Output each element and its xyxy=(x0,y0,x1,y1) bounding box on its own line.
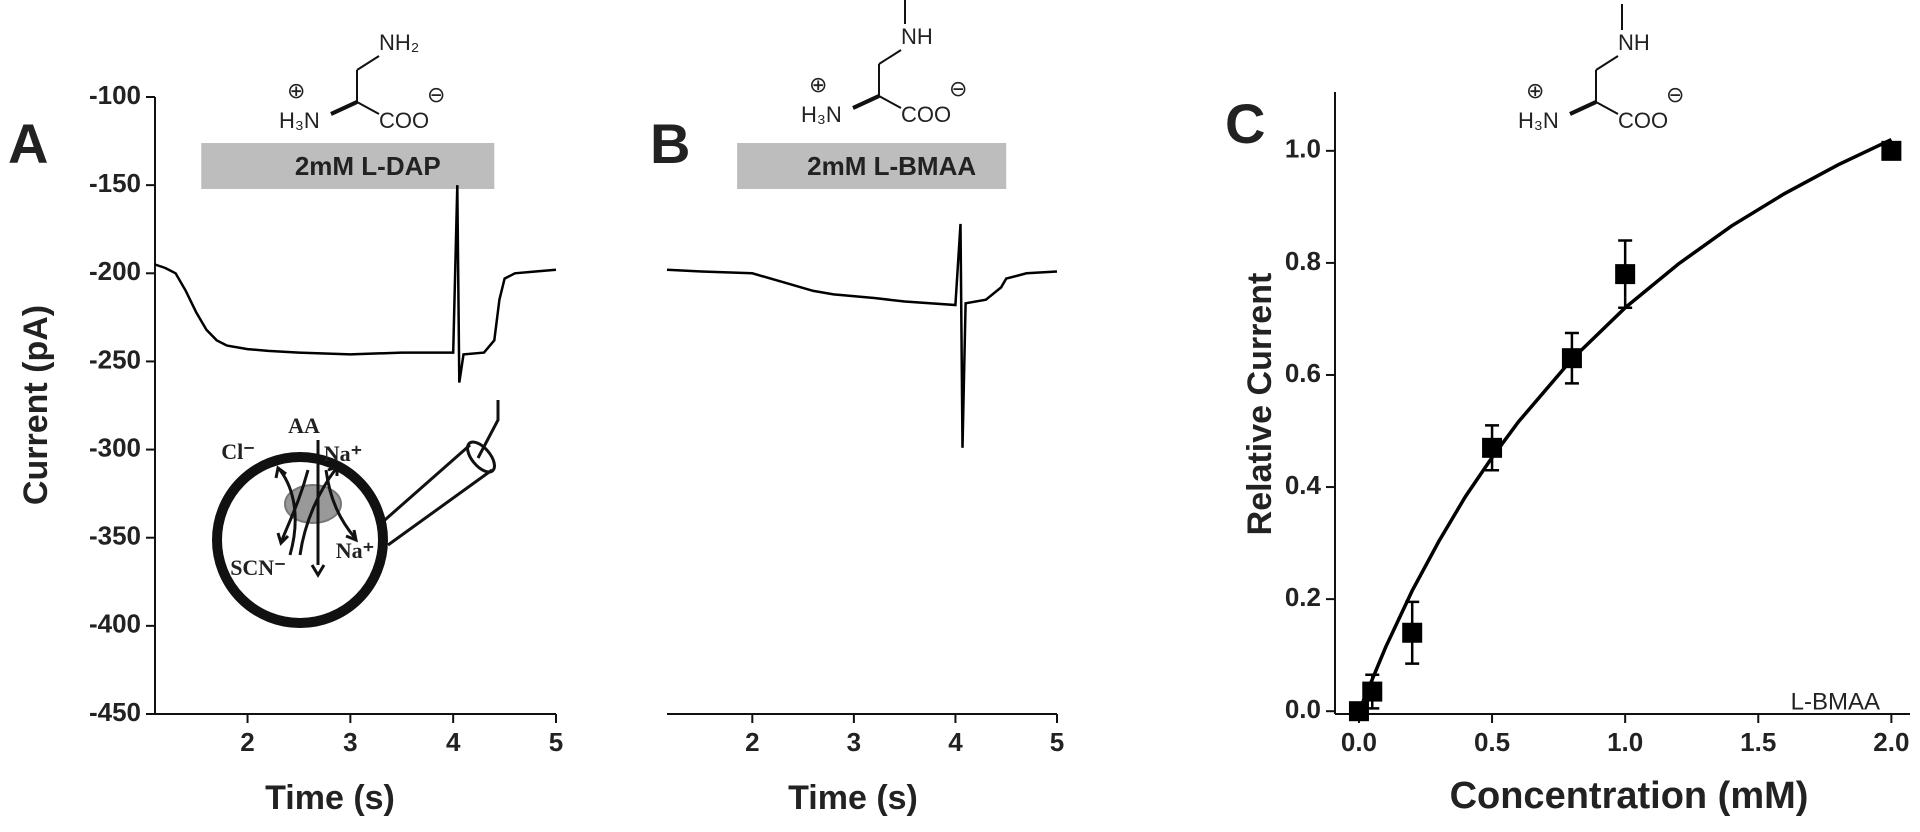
y-tick-label: 0.4 xyxy=(1285,470,1322,500)
x-tick-label: 1.0 xyxy=(1607,727,1643,757)
charge: ⊕ xyxy=(287,78,305,103)
bond xyxy=(1595,101,1619,115)
x-tick-label: 1.5 xyxy=(1740,727,1776,757)
bond xyxy=(1569,100,1597,116)
y-axis-label: Relative Current xyxy=(1241,273,1279,536)
panel-letter: B xyxy=(650,112,690,175)
current-trace xyxy=(666,223,1058,448)
x-tick-label: 4 xyxy=(948,727,963,757)
x-axis-label: Time (s) xyxy=(788,779,918,817)
application-bar xyxy=(201,143,495,189)
data-point xyxy=(1615,264,1636,285)
panel-letter: A xyxy=(8,112,48,175)
atom-label: H₃N xyxy=(801,102,842,127)
charge: ⊖ xyxy=(1666,82,1684,107)
application-label: 2mM L-DAP xyxy=(295,151,441,181)
charge: ⊖ xyxy=(427,82,445,107)
x-tick-label: 5 xyxy=(1050,727,1064,757)
data-point xyxy=(1561,348,1582,369)
x-tick-label: 0.0 xyxy=(1341,727,1377,757)
bond xyxy=(356,55,380,71)
charge: ⊖ xyxy=(949,76,967,101)
cell-diagram xyxy=(212,400,500,628)
atom-label: COO xyxy=(901,102,951,127)
y-tick-label: -150 xyxy=(89,168,141,198)
x-tick-label: 4 xyxy=(446,727,461,757)
application-bar xyxy=(737,143,1007,189)
bond xyxy=(330,100,358,116)
charge: ⊕ xyxy=(809,72,827,97)
y-tick-label: -100 xyxy=(89,80,141,110)
x-tick-label: 3 xyxy=(343,727,357,757)
y-tick-label: -250 xyxy=(89,344,141,374)
atom-label: H₃N xyxy=(279,108,320,133)
annotation: L-BMAA xyxy=(1791,688,1880,715)
bond xyxy=(356,101,380,115)
y-tick-label: 0.2 xyxy=(1285,582,1321,612)
bond xyxy=(878,95,902,109)
y-tick-label: -300 xyxy=(89,432,141,462)
charge: ⊕ xyxy=(1526,78,1544,103)
atom-label: NH xyxy=(1618,30,1650,55)
data-point xyxy=(1482,437,1503,458)
atom-label: NH xyxy=(901,24,933,49)
current-trace xyxy=(154,185,557,383)
y-tick-label: 0.0 xyxy=(1285,694,1321,724)
bond xyxy=(1595,55,1619,71)
x-tick-label: 5 xyxy=(549,727,563,757)
atom-label: NH₂ xyxy=(379,30,419,55)
x-tick-label: 0.5 xyxy=(1474,727,1510,757)
bond xyxy=(878,49,902,65)
y-tick-label: -350 xyxy=(89,521,141,551)
y-tick-label: -200 xyxy=(89,256,141,286)
y-tick-label: 0.8 xyxy=(1285,246,1321,276)
panel-letter: C xyxy=(1225,92,1265,155)
x-tick-label: 2 xyxy=(240,727,254,757)
data-point xyxy=(1362,681,1383,702)
bond xyxy=(852,94,880,110)
data-point xyxy=(1881,140,1902,161)
inset-label: SCN⁻ xyxy=(230,555,286,580)
atom-label: COO xyxy=(379,108,429,133)
application-label: 2mM L-BMAA xyxy=(807,151,976,181)
atom-label: COO xyxy=(1618,108,1668,133)
y-axis-label: Current (pA) xyxy=(17,305,55,505)
inset-label: Cl⁻ xyxy=(221,439,255,464)
inset-label: Na⁺ xyxy=(324,441,363,466)
inset-label: AA xyxy=(288,413,320,438)
y-tick-label: 1.0 xyxy=(1285,134,1321,164)
atom-label: H₃N xyxy=(1518,108,1559,133)
x-tick-label: 3 xyxy=(847,727,861,757)
y-tick-label: 0.6 xyxy=(1285,358,1321,388)
data-point xyxy=(1348,701,1369,722)
data-point xyxy=(1402,622,1423,643)
inset-label: Na⁺ xyxy=(336,538,375,563)
x-tick-label: 2 xyxy=(745,727,759,757)
x-axis-label: Concentration (mM) xyxy=(1450,775,1809,817)
y-tick-label: -400 xyxy=(89,609,141,639)
x-axis-label: Time (s) xyxy=(265,779,395,817)
fit-curve xyxy=(1357,138,1893,712)
y-tick-label: -450 xyxy=(89,697,141,727)
x-tick-label: 2.0 xyxy=(1873,727,1909,757)
